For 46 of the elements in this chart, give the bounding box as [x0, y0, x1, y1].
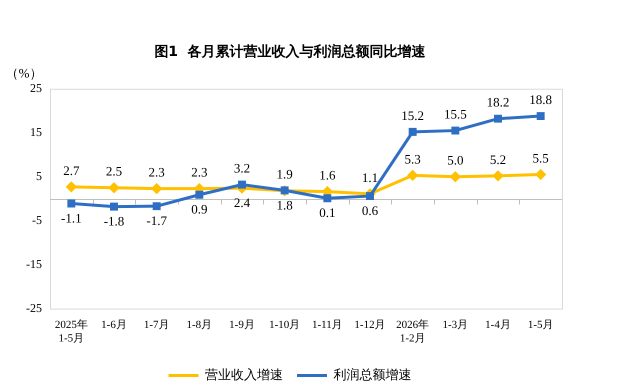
- x-tick-label: 1-4月: [485, 319, 511, 332]
- data-label: 2.3: [148, 164, 165, 180]
- data-label: 2.4: [234, 195, 251, 210]
- data-label: 18.8: [529, 92, 552, 107]
- data-label: 15.2: [401, 108, 424, 123]
- y-tick-label: 15: [30, 124, 42, 139]
- y-axis-title: （%）: [6, 66, 42, 81]
- data-label: 2.7: [63, 162, 80, 178]
- legend-label: 利润总额增速: [334, 366, 412, 382]
- x-tick-label: 1-5月: [528, 319, 554, 332]
- data-label: 5.2: [490, 152, 506, 167]
- legend-label: 营业收入增速: [205, 366, 283, 382]
- data-label: 1.9: [276, 166, 293, 182]
- data-label: -1.8: [104, 214, 124, 229]
- data-label: 0.1: [319, 205, 336, 220]
- data-label: 1.6: [319, 168, 336, 183]
- data-label: 0.6: [362, 202, 379, 218]
- data-label: 1.8: [276, 198, 293, 213]
- x-tick-label: 1-9月: [229, 319, 255, 332]
- x-tick-label: 1-7月: [144, 319, 170, 332]
- x-tick-label: 1-11月: [312, 319, 343, 332]
- data-label: 15.5: [444, 106, 467, 122]
- data-label: 5.5: [532, 150, 549, 166]
- data-label: 5.0: [447, 152, 464, 168]
- data-label: 2.3: [191, 164, 208, 180]
- x-tick-label: 2026年 1-2月: [396, 319, 430, 344]
- data-label: -1.1: [61, 210, 82, 226]
- x-tick-label: 1-12月: [354, 319, 386, 332]
- y-tick-label: 25: [30, 80, 42, 95]
- data-label: 18.2: [486, 94, 510, 110]
- x-tick-label: 2025年 1-5月: [54, 319, 88, 344]
- y-tick-label: 5: [36, 168, 42, 183]
- y-tick-label: -25: [26, 300, 42, 315]
- data-label: 0.9: [191, 202, 208, 217]
- data-label: 3.2: [234, 160, 250, 176]
- data-label: 1.1: [362, 170, 378, 185]
- x-tick-label: 1-6月: [101, 319, 127, 332]
- chart-title: 图1 各月累计营业收入与利润总额同比增速: [154, 43, 427, 60]
- data-label: 5.3: [404, 151, 421, 166]
- y-tick-label: -15: [26, 256, 42, 271]
- y-tick-label: -5: [32, 212, 42, 227]
- data-label: -1.7: [146, 213, 168, 228]
- x-tick-label: 1-10月: [269, 319, 300, 332]
- x-tick-label: 1-8月: [186, 319, 212, 332]
- data-label: 2.5: [106, 164, 122, 179]
- x-tick-label: 1-3月: [442, 319, 468, 332]
